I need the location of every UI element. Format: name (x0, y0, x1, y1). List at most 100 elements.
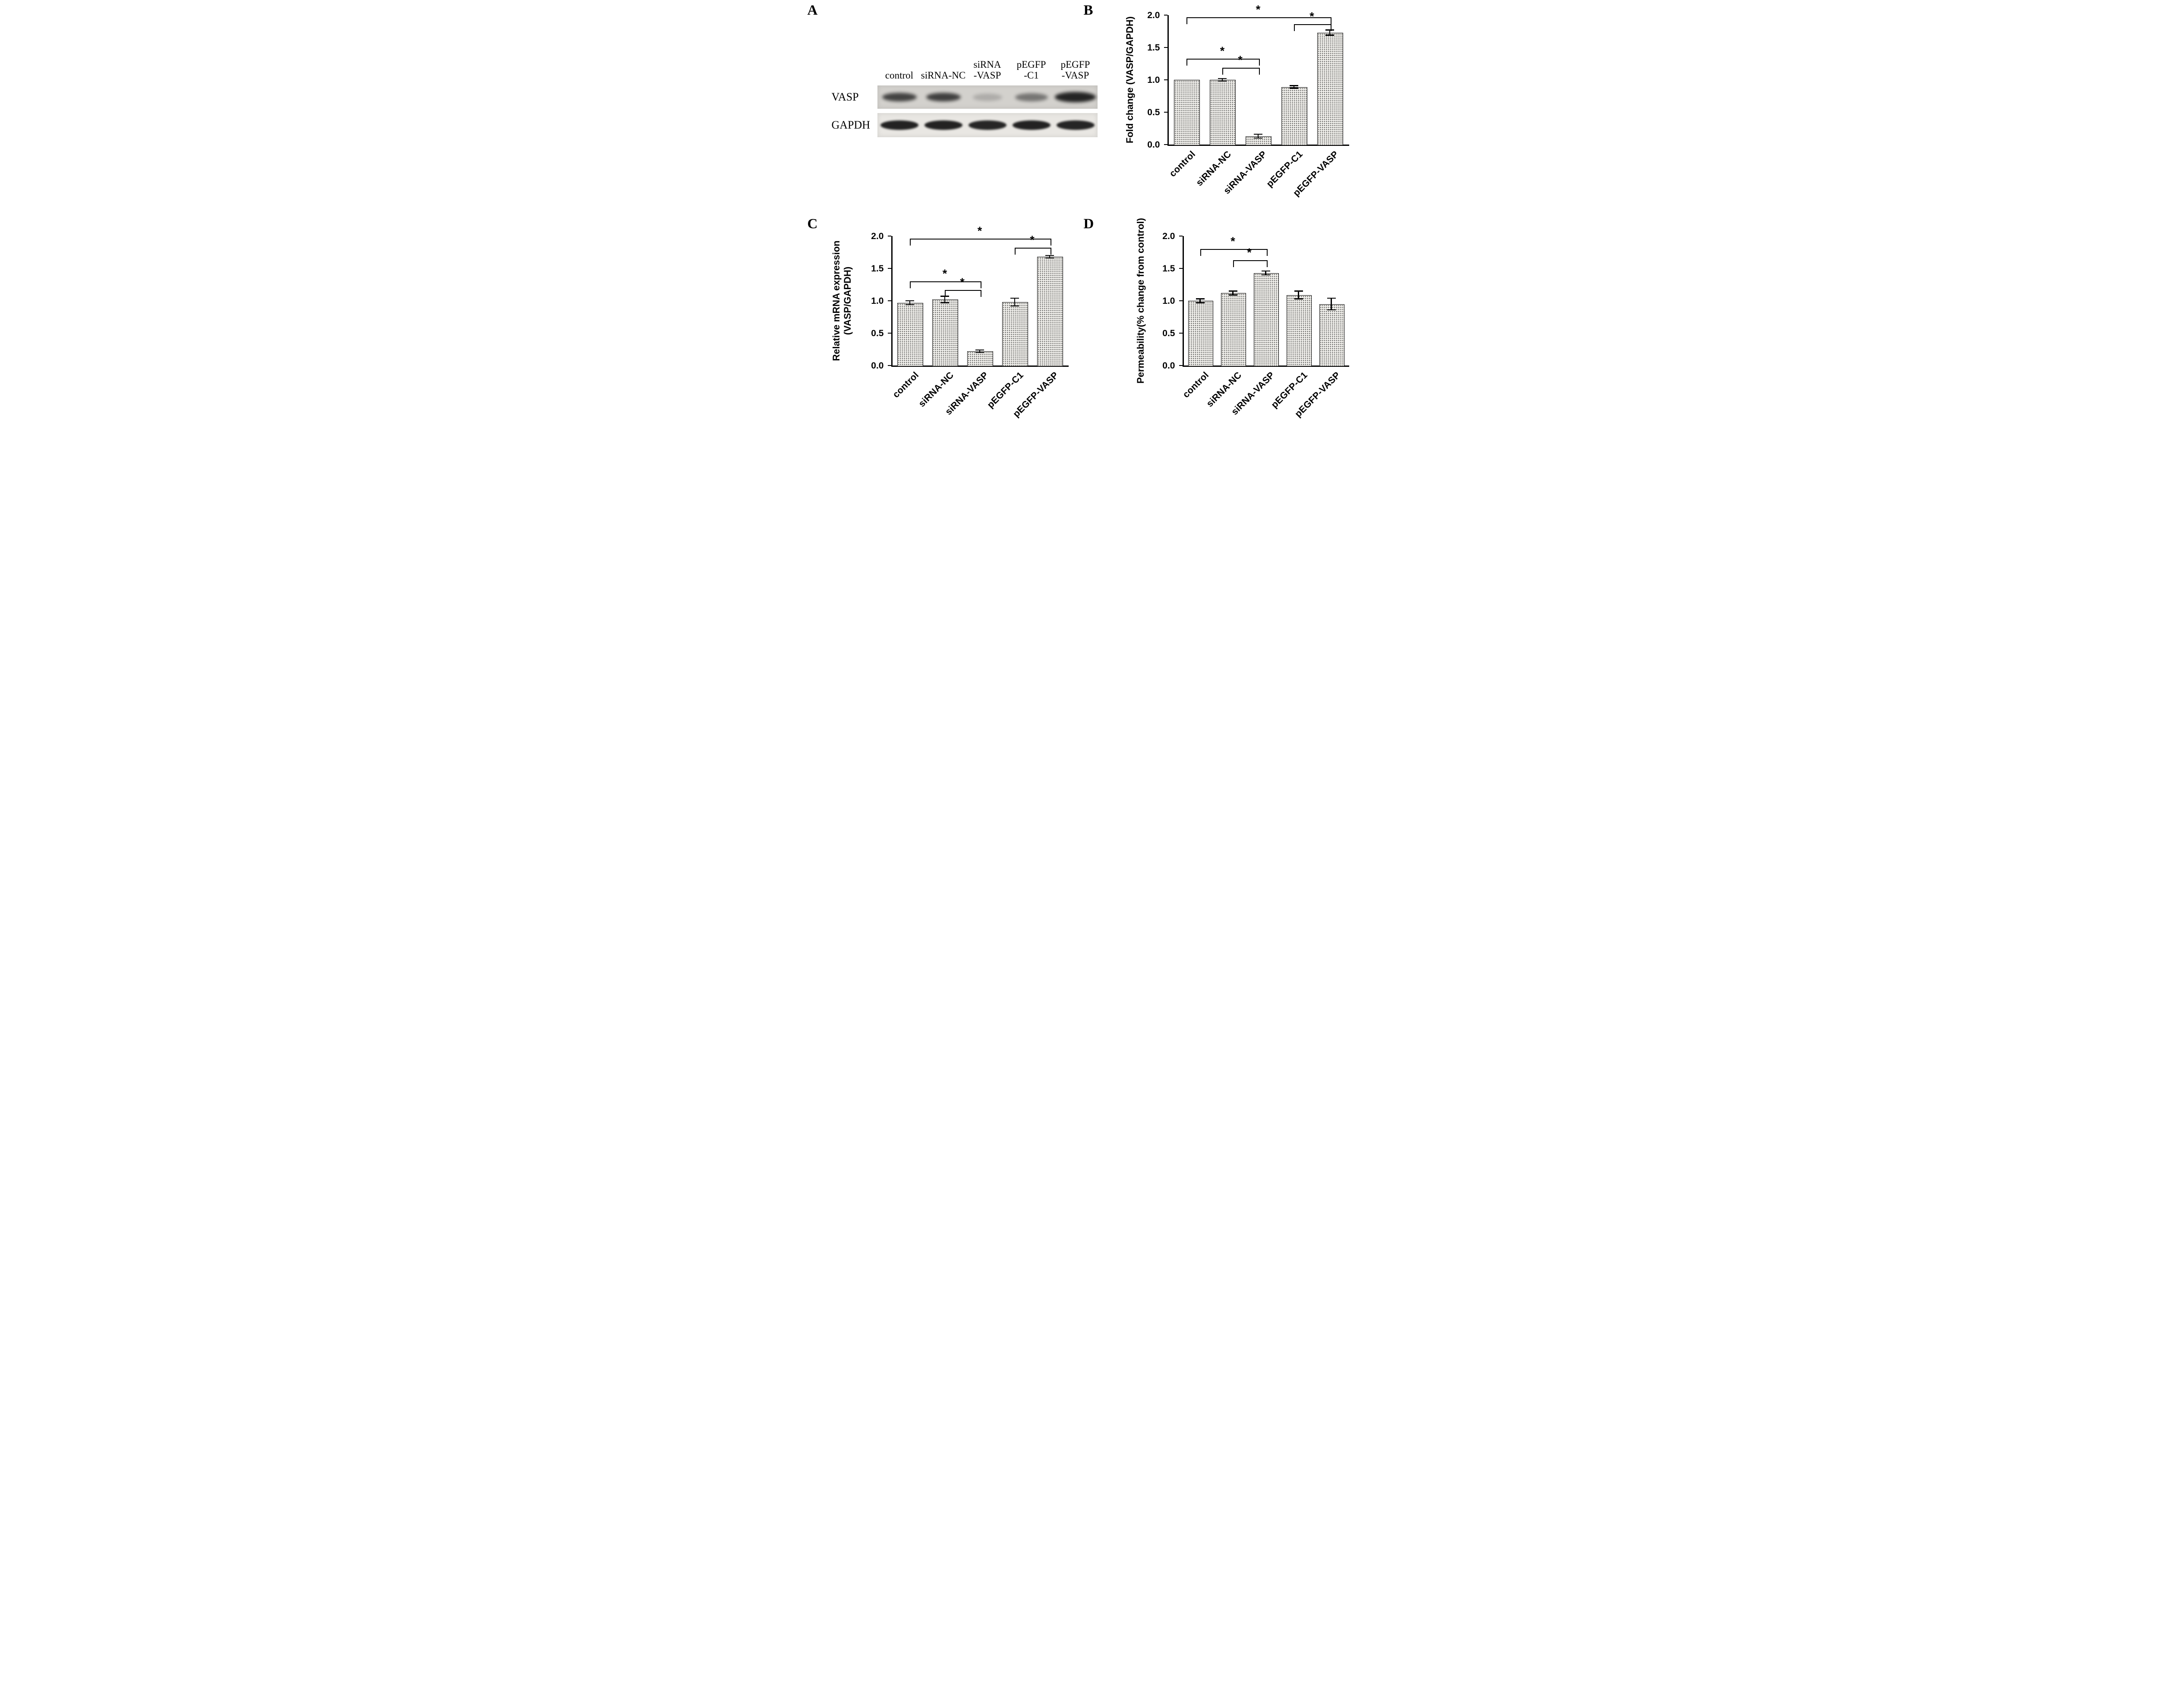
bar-control (1188, 301, 1213, 366)
significance-asterisk: * (1238, 53, 1243, 66)
error-cap-bottom (905, 304, 914, 306)
error-cap-top (1045, 255, 1054, 256)
blot-row-label: VASP (831, 91, 859, 103)
error-cap-top (1290, 85, 1298, 86)
error-bar (979, 350, 981, 353)
panel-b-letter: B (1083, 3, 1093, 18)
lane-label: siRNA-NC (921, 70, 966, 81)
error-cap-bottom (1228, 294, 1237, 296)
lane-labels: control siRNA-NC siRNA -VASP pEGFP -C1 pEGFP… (877, 52, 1098, 81)
protein-band (1056, 120, 1095, 130)
panel-d-letter: D (1083, 216, 1094, 232)
protein-band (972, 93, 1002, 101)
y-tick-label: 0.0 (871, 361, 884, 371)
blot-strip-gapdh (877, 113, 1098, 137)
bar-pEGFP-C1 (1286, 295, 1312, 366)
protein-band (968, 120, 1006, 130)
protein-band (1055, 92, 1096, 102)
error-cap-top (905, 300, 914, 302)
error-cap-top (1196, 298, 1205, 299)
significance-asterisk: * (1230, 235, 1235, 248)
y-tick-label: 1.0 (1147, 75, 1160, 85)
error-cap-bottom (1327, 309, 1336, 311)
error-bar (1221, 79, 1223, 81)
error-cap-top (1010, 297, 1019, 299)
bar-chart-mrna-expression: 0.0 0.5 1.0 1.5 2.0 control siRNA-NC siRNA-VASP… (804, 214, 1080, 427)
lane-label: siRNA -VASP (973, 59, 1001, 81)
y-tick (887, 332, 891, 334)
y-tick-label: 0.0 (1162, 361, 1175, 371)
bar-pEGFP-VASP (1037, 257, 1063, 366)
bar-siRNA-VASP (1253, 273, 1279, 366)
y-tick-label: 2.0 (1162, 231, 1175, 241)
x-category-label: control (890, 370, 921, 400)
y-tick (887, 268, 891, 269)
y-tick (887, 365, 891, 366)
y-tick (1179, 300, 1183, 302)
bar-pEGFP-C1 (1002, 302, 1028, 366)
y-axis-title: Fold change (VASP/GAPDH) (1124, 16, 1135, 144)
error-cap-top (1294, 290, 1303, 292)
error-cap-bottom (1254, 137, 1262, 139)
error-cap-bottom (940, 302, 949, 303)
bar-chart-protein-fold-change: 0.0 0.5 1.0 1.5 2.0 control siRNA-NC siRNA-VASP… (1080, 0, 1354, 214)
y-tick-label: 1.5 (871, 264, 884, 274)
bar-control (897, 303, 923, 366)
y-tick (1164, 111, 1167, 113)
error-cap-bottom (1218, 80, 1227, 82)
western-blot-image: control siRNA-NC siRNA -VASP pEGFP -C1 pEGFP… (804, 0, 1098, 214)
panel-a-letter: A (807, 3, 818, 18)
error-bar (1199, 299, 1201, 303)
bar-siRNA-VASP (967, 351, 993, 366)
significance-bracket (1294, 24, 1331, 31)
significance-bracket (945, 290, 981, 297)
error-cap-top (1218, 78, 1227, 79)
y-axis-title: Relative mRNA expression (VASP/GAPDH) (830, 240, 853, 361)
significance-bracket (1186, 58, 1260, 66)
significance-asterisk: * (1247, 246, 1252, 259)
error-cap-top (1327, 297, 1336, 299)
figure: A control siRNA-NC siRNA -VASP pEGFP -C1 pEG… (804, 0, 1354, 427)
bar-siRNA-NC (1221, 293, 1246, 366)
bar-pEGFP-VASP (1317, 32, 1343, 145)
y-tick-label: 2.0 (1147, 10, 1160, 20)
y-tick-label: 0.5 (871, 328, 884, 338)
y-tick (1164, 144, 1167, 145)
y-tick-label: 0.5 (1147, 107, 1160, 117)
y-tick-label: 0.5 (1162, 328, 1175, 338)
error-bar (1298, 291, 1299, 299)
protein-band (924, 120, 962, 130)
panel-c-letter: C (807, 216, 818, 232)
y-tick (1179, 332, 1183, 334)
blot-row-label: GAPDH (831, 119, 871, 131)
significance-asterisk: * (1309, 10, 1314, 23)
significance-bracket (910, 239, 1051, 246)
significance-asterisk: * (942, 267, 947, 280)
y-tick-label: 1.0 (1162, 296, 1175, 306)
error-cap-bottom (1261, 274, 1270, 276)
y-tick (1164, 14, 1167, 16)
panel-c-mrna-chart: C 0.0 0.5 1.0 1.5 2.0 control siRNA-NC siRNA-VA… (804, 214, 1080, 427)
significance-bracket (1186, 17, 1331, 24)
bar-chart-permeability: 0.0 0.5 1.0 1.5 2.0 control siRNA-NC siRNA-VASP… (1080, 214, 1354, 427)
y-tick (1179, 268, 1183, 269)
bar-pEGFP-C1 (1281, 87, 1307, 145)
bar-pEGFP-VASP (1319, 304, 1344, 366)
lane-label: control (885, 70, 914, 81)
lane-label: pEGFP -VASP (1060, 59, 1090, 81)
y-tick-label: 1.5 (1162, 264, 1175, 274)
error-cap-bottom (1196, 302, 1205, 303)
error-bar (1014, 298, 1016, 306)
bar-siRNA-NC (932, 299, 958, 366)
protein-band (880, 120, 918, 130)
error-cap-bottom (975, 352, 984, 353)
y-tick (1164, 47, 1167, 48)
bar-siRNA-VASP (1246, 136, 1271, 145)
error-bar (1049, 255, 1051, 258)
protein-band (882, 93, 917, 101)
error-bar (1232, 291, 1234, 295)
x-category-label: control (1180, 370, 1211, 400)
y-tick (1179, 365, 1183, 366)
y-tick-label: 1.5 (1147, 43, 1160, 53)
y-tick-label: 2.0 (871, 231, 884, 241)
